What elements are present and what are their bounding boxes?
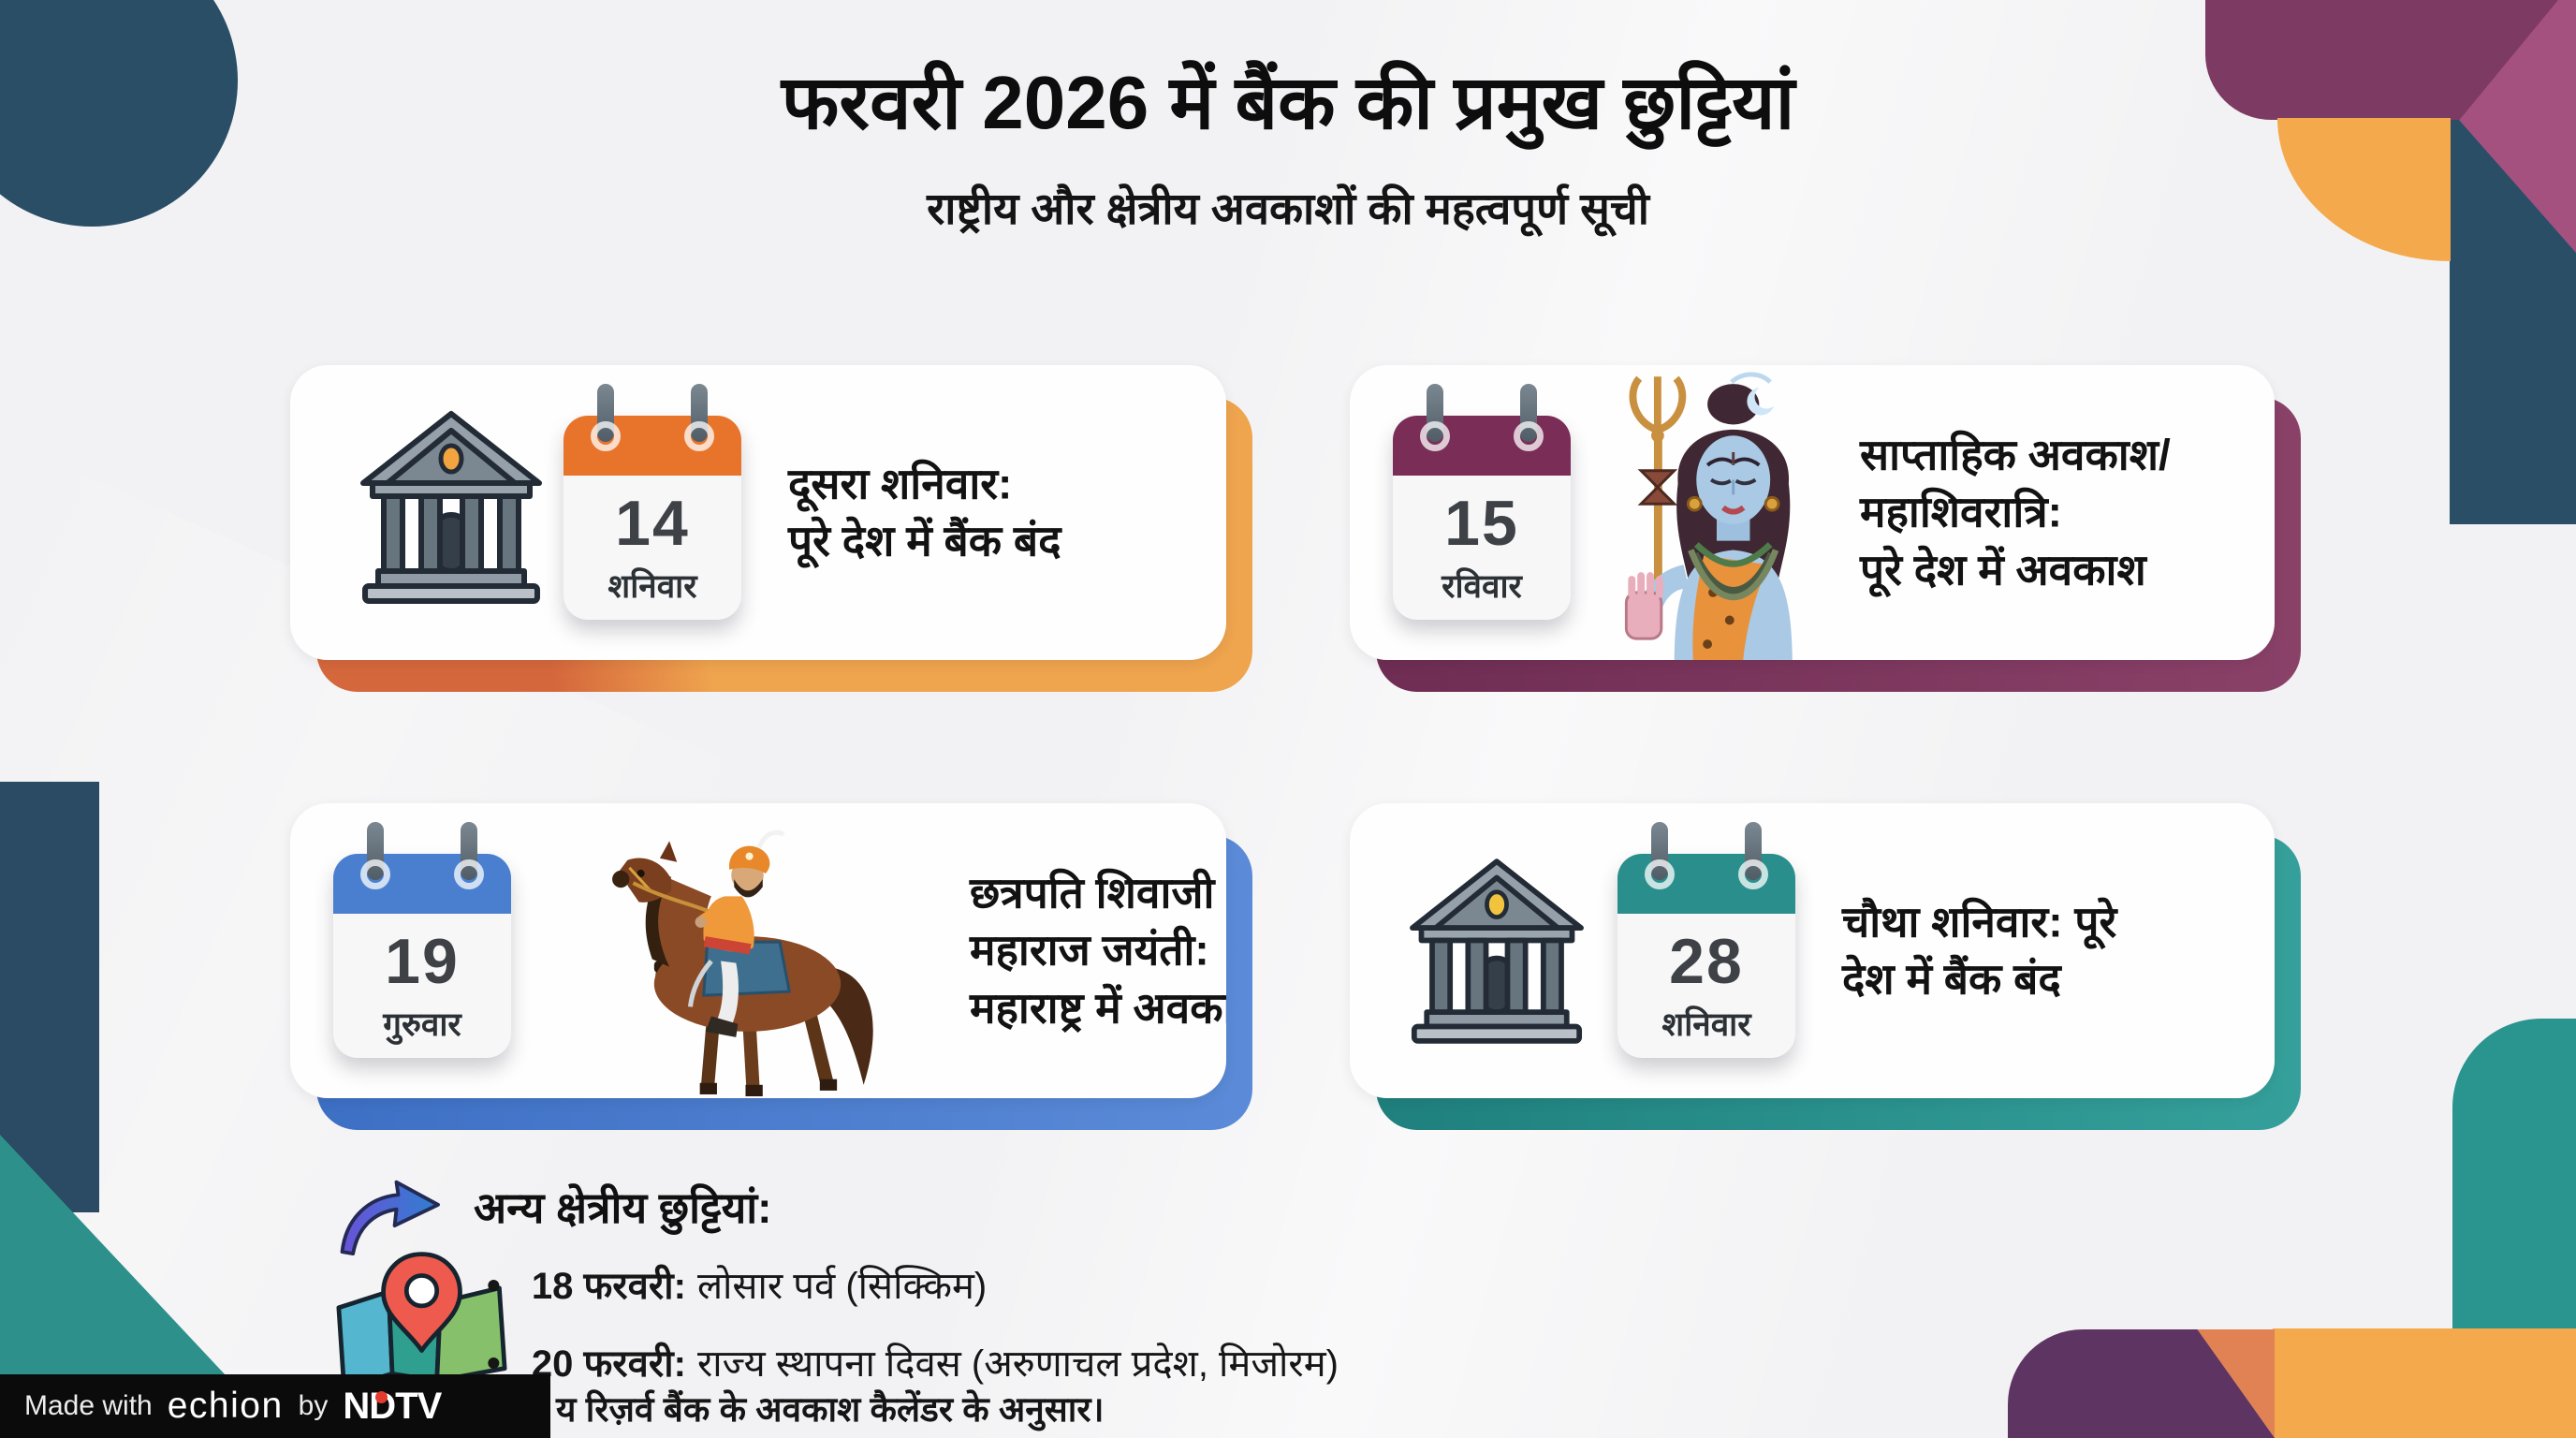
list-item: 20 फरवरी:राज्य स्थापना दिवस (अरुणाचल प्र…	[487, 1336, 1339, 1387]
calendar-ring-loop-icon	[1645, 859, 1675, 889]
calendar-icon: 28 शनिवार	[1617, 822, 1795, 1058]
card-text: साप्ताहिक अवकाश/ महाशिवरात्रि: पूरे देश …	[1860, 426, 2171, 599]
calendar-ring-loop-icon	[1514, 421, 1544, 451]
card-line: छत्रपति शिवाजी	[970, 868, 1215, 917]
calendar-header	[564, 416, 741, 476]
bottom-right-yellow-decoration	[2273, 1328, 2576, 1438]
calendar-date: 28	[1669, 926, 1744, 997]
calendar-ring-loop-icon	[360, 859, 390, 889]
card-line: साप्ताहिक अवकाश/	[1860, 430, 2171, 479]
credit-prefix: Made with	[24, 1390, 153, 1421]
lord-shiva-icon	[1624, 372, 1793, 660]
calendar-header	[333, 854, 511, 914]
bank-building-icon	[1410, 858, 1584, 1044]
calendar-ring-loop-icon	[1420, 421, 1450, 451]
bottom-left-teal-triangle-decoration	[0, 1135, 255, 1406]
holiday-text: लोसार पर्व (सिक्किम)	[696, 1266, 988, 1307]
calendar-day: शनिवार	[1661, 1006, 1751, 1043]
card-line: महाराष्ट्र में अवकाश	[970, 983, 1226, 1033]
ndtv-logo-text: NDTV	[343, 1385, 442, 1427]
calendar-icon: 19 गुरुवार	[333, 822, 511, 1058]
calendar-date: 14	[615, 488, 690, 559]
holiday-text: राज्य स्थापना दिवस (अरुणाचल प्रदेश, मिजो…	[696, 1343, 1339, 1385]
calendar-ring-loop-icon	[684, 421, 714, 451]
ndtv-logo: NDTV	[343, 1385, 442, 1428]
holiday-date-label: 18 फरवरी:	[531, 1266, 686, 1307]
calendar-day: गुरुवार	[383, 1006, 461, 1043]
page-title: फरवरी 2026 में बैंक की प्रमुख छुट्टियां	[781, 61, 1795, 144]
card-line: महाराज जयंती:	[970, 925, 1209, 975]
ndtv-red-dot-icon	[375, 1390, 388, 1403]
card-line: चौथा शनिवार: पूरे	[1842, 896, 2117, 946]
holiday-card-feb28: 28 शनिवार चौथा शनिवार: पूरे देश में बैंक…	[1350, 803, 2275, 1098]
holiday-date-label: 20 फरवरी:	[531, 1343, 686, 1385]
echion-logo: echion	[167, 1386, 284, 1426]
card-text: दूसरा शनिवार: पूरे देश में बैंक बंद	[788, 455, 1061, 570]
bottom-left-navy-band-decoration	[0, 782, 99, 1212]
card-line: पूरे देश में बैंक बंद	[788, 516, 1061, 565]
calendar-day: शनिवार	[607, 568, 697, 605]
regional-holidays-heading: अन्य क्षेत्रीय छुट्टियां:	[474, 1183, 772, 1232]
bank-building-icon	[360, 411, 542, 604]
card-line: महाशिवरात्रि:	[1860, 487, 2062, 536]
calendar-ring-loop-icon	[1738, 859, 1768, 889]
card-line: देश में बैंक बंद	[1842, 954, 2061, 1004]
credit-bar: Made with echion by NDTV	[0, 1374, 550, 1438]
page-subtitle: राष्ट्रीय और क्षेत्रीय अवकाशों की महत्वप…	[927, 183, 1649, 233]
map-pin-icon	[336, 1252, 507, 1390]
holiday-card-feb15: 15 रविवार	[1350, 365, 2275, 660]
holiday-card-feb19: 19 गुरुवार	[290, 803, 1226, 1098]
holiday-card-feb14: 14 शनिवार दूसरा शनिवार: पूरे देश में बैं…	[290, 365, 1226, 660]
header: फरवरी 2026 में बैंक की प्रमुख छुट्टियां …	[0, 49, 2576, 237]
curved-arrow-icon	[340, 1180, 440, 1256]
disclaimer-text: य रिज़र्व बैंक के अवकाश कैलेंडर के अनुसा…	[556, 1390, 1105, 1429]
credit-by: by	[298, 1390, 329, 1421]
calendar-header	[1393, 416, 1571, 476]
calendar-ring-loop-icon	[454, 859, 484, 889]
calendar-date: 19	[385, 926, 460, 997]
card-line: पूरे देश में अवकाश	[1860, 545, 2146, 594]
shivaji-on-horse-icon	[612, 829, 873, 1096]
calendar-header	[1617, 854, 1795, 914]
calendar-date: 15	[1444, 488, 1519, 559]
list-item: 18 फरवरी:लोसार पर्व (सिक्किम)	[487, 1258, 1339, 1310]
card-line: दूसरा शनिवार:	[788, 458, 1013, 507]
calendar-ring-loop-icon	[591, 421, 621, 451]
calendar-icon: 14 शनिवार	[564, 384, 741, 620]
bottom-right-teal-band-decoration	[2452, 1019, 2576, 1329]
calendar-icon: 15 रविवार	[1393, 384, 1571, 620]
card-text: छत्रपति शिवाजी महाराज जयंती: महाराष्ट्र …	[970, 864, 1226, 1037]
calendar-day: रविवार	[1442, 568, 1522, 605]
card-text: चौथा शनिवार: पूरे देश में बैंक बंद	[1842, 893, 2116, 1008]
regional-holidays-list: 18 फरवरी:लोसार पर्व (सिक्किम) 20 फरवरी:र…	[487, 1258, 1339, 1387]
